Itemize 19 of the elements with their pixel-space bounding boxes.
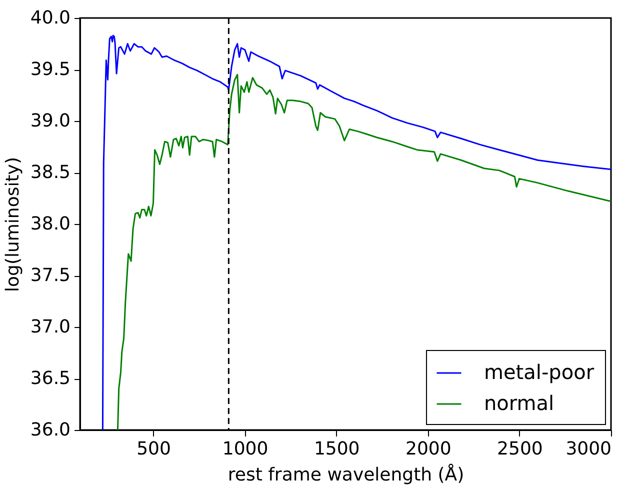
y-tick-label: 38.5 [30, 162, 70, 183]
y-tick-label: 36.5 [30, 368, 70, 389]
y-tick-label: 37.0 [30, 316, 70, 338]
x-tick-label: 3000 [566, 438, 612, 460]
y-tick-label: 37.5 [30, 265, 70, 286]
y-axis-title: log(luminosity) [2, 157, 24, 292]
x-tick-label: 2500 [497, 438, 543, 460]
y-tick-label: 39.5 [30, 59, 70, 80]
y-tick-label: 38.0 [30, 214, 70, 234]
x-tick-label: 1000 [222, 438, 268, 460]
x-tick-label: 1500 [314, 438, 360, 460]
y-tick-label: 39.0 [30, 110, 70, 132]
y-tick-label: 40.0 [30, 8, 70, 28]
legend-label: metal-poor [484, 360, 595, 384]
x-tick-label: 500 [136, 438, 171, 460]
legend-label: normal [484, 391, 554, 415]
y-tick-label: 36.0 [30, 420, 70, 440]
x-tick-label: 2000 [405, 438, 452, 460]
x-axis-title: rest frame wavelength (Å) [228, 464, 464, 486]
